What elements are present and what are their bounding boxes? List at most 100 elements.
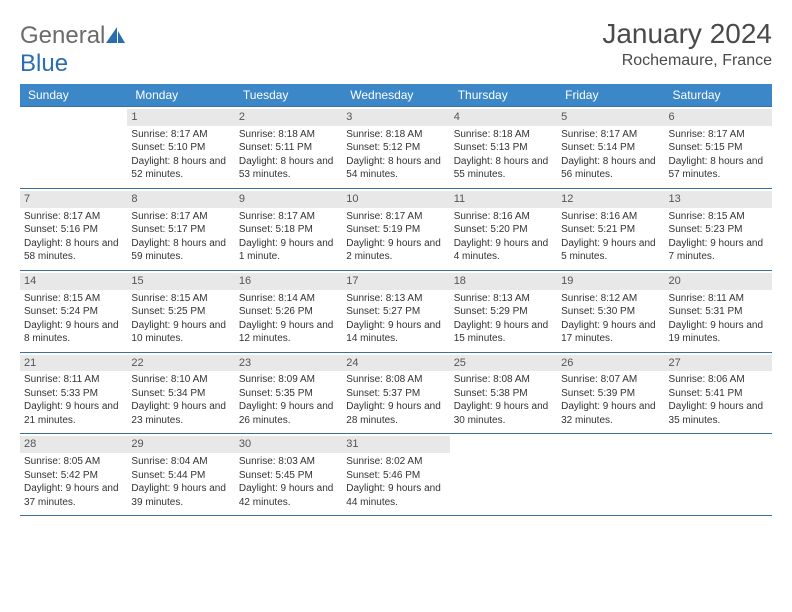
sunset-line: Sunset: 5:24 PM (24, 305, 123, 319)
sunset-line: Sunset: 5:45 PM (239, 469, 338, 483)
day-cell: 16Sunrise: 8:14 AMSunset: 5:26 PMDayligh… (235, 270, 342, 352)
day-number: 23 (235, 355, 342, 372)
sunrise-line: Sunrise: 8:17 AM (346, 210, 445, 224)
day-number: 27 (665, 355, 772, 372)
sunrise-line: Sunrise: 8:11 AM (669, 292, 768, 306)
sunset-line: Sunset: 5:12 PM (346, 141, 445, 155)
sunset-line: Sunset: 5:44 PM (131, 469, 230, 483)
sunrise-line: Sunrise: 8:17 AM (561, 128, 660, 142)
daylight-line: Daylight: 9 hours and 23 minutes. (131, 400, 230, 427)
week-row: 21Sunrise: 8:11 AMSunset: 5:33 PMDayligh… (20, 352, 772, 434)
daylight-line: Daylight: 9 hours and 35 minutes. (669, 400, 768, 427)
day-number: 28 (20, 436, 127, 453)
day-cell: 7Sunrise: 8:17 AMSunset: 5:16 PMDaylight… (20, 188, 127, 270)
day-details: Sunrise: 8:13 AMSunset: 5:27 PMDaylight:… (346, 292, 445, 346)
day-details: Sunrise: 8:06 AMSunset: 5:41 PMDaylight:… (669, 373, 768, 427)
empty-cell (557, 434, 664, 516)
month-title: January 2024 (602, 18, 772, 50)
daylight-line: Daylight: 9 hours and 28 minutes. (346, 400, 445, 427)
daylight-line: Daylight: 9 hours and 7 minutes. (669, 237, 768, 264)
day-number: 17 (342, 273, 449, 290)
sunset-line: Sunset: 5:11 PM (239, 141, 338, 155)
sunrise-line: Sunrise: 8:07 AM (561, 373, 660, 387)
daylight-line: Daylight: 8 hours and 55 minutes. (454, 155, 553, 182)
day-number: 10 (342, 191, 449, 208)
day-cell: 26Sunrise: 8:07 AMSunset: 5:39 PMDayligh… (557, 352, 664, 434)
col-saturday: Saturday (665, 84, 772, 107)
sunrise-line: Sunrise: 8:17 AM (669, 128, 768, 142)
day-details: Sunrise: 8:17 AMSunset: 5:19 PMDaylight:… (346, 210, 445, 264)
day-details: Sunrise: 8:11 AMSunset: 5:31 PMDaylight:… (669, 292, 768, 346)
day-details: Sunrise: 8:17 AMSunset: 5:14 PMDaylight:… (561, 128, 660, 182)
day-cell: 29Sunrise: 8:04 AMSunset: 5:44 PMDayligh… (127, 434, 234, 516)
day-number: 9 (235, 191, 342, 208)
day-number: 13 (665, 191, 772, 208)
logo-text: GeneralBlue (20, 22, 127, 78)
daylight-line: Daylight: 8 hours and 54 minutes. (346, 155, 445, 182)
day-cell: 30Sunrise: 8:03 AMSunset: 5:45 PMDayligh… (235, 434, 342, 516)
sunrise-line: Sunrise: 8:13 AM (454, 292, 553, 306)
day-cell: 25Sunrise: 8:08 AMSunset: 5:38 PMDayligh… (450, 352, 557, 434)
week-row: 28Sunrise: 8:05 AMSunset: 5:42 PMDayligh… (20, 434, 772, 516)
daylight-line: Daylight: 9 hours and 2 minutes. (346, 237, 445, 264)
sunset-line: Sunset: 5:15 PM (669, 141, 768, 155)
day-number: 18 (450, 273, 557, 290)
day-cell: 11Sunrise: 8:16 AMSunset: 5:20 PMDayligh… (450, 188, 557, 270)
sunset-line: Sunset: 5:19 PM (346, 223, 445, 237)
calendar-head: SundayMondayTuesdayWednesdayThursdayFrid… (20, 84, 772, 107)
daylight-line: Daylight: 9 hours and 17 minutes. (561, 319, 660, 346)
sunrise-line: Sunrise: 8:12 AM (561, 292, 660, 306)
day-number: 31 (342, 436, 449, 453)
day-cell: 13Sunrise: 8:15 AMSunset: 5:23 PMDayligh… (665, 188, 772, 270)
day-number: 20 (665, 273, 772, 290)
day-cell: 28Sunrise: 8:05 AMSunset: 5:42 PMDayligh… (20, 434, 127, 516)
day-number: 29 (127, 436, 234, 453)
day-details: Sunrise: 8:18 AMSunset: 5:12 PMDaylight:… (346, 128, 445, 182)
sunset-line: Sunset: 5:39 PM (561, 387, 660, 401)
sunset-line: Sunset: 5:42 PM (24, 469, 123, 483)
sunset-line: Sunset: 5:31 PM (669, 305, 768, 319)
day-number: 14 (20, 273, 127, 290)
sunrise-line: Sunrise: 8:17 AM (131, 210, 230, 224)
day-details: Sunrise: 8:15 AMSunset: 5:24 PMDaylight:… (24, 292, 123, 346)
daylight-line: Daylight: 9 hours and 30 minutes. (454, 400, 553, 427)
day-cell: 22Sunrise: 8:10 AMSunset: 5:34 PMDayligh… (127, 352, 234, 434)
sunset-line: Sunset: 5:37 PM (346, 387, 445, 401)
day-cell: 20 Sunrise: 8:11 AMSunset: 5:31 PMDayligh… (665, 270, 772, 352)
sunrise-line: Sunrise: 8:02 AM (346, 455, 445, 469)
sunset-line: Sunset: 5:34 PM (131, 387, 230, 401)
logo-part2: Blue (20, 50, 68, 77)
sunrise-line: Sunrise: 8:05 AM (24, 455, 123, 469)
col-tuesday: Tuesday (235, 84, 342, 107)
day-cell: 18Sunrise: 8:13 AMSunset: 5:29 PMDayligh… (450, 270, 557, 352)
sunrise-line: Sunrise: 8:13 AM (346, 292, 445, 306)
daylight-line: Daylight: 8 hours and 52 minutes. (131, 155, 230, 182)
daylight-line: Daylight: 9 hours and 14 minutes. (346, 319, 445, 346)
day-number: 26 (557, 355, 664, 372)
day-details: Sunrise: 8:07 AMSunset: 5:39 PMDaylight:… (561, 373, 660, 427)
day-cell: 12Sunrise: 8:16 AMSunset: 5:21 PMDayligh… (557, 188, 664, 270)
day-number: 3 (342, 109, 449, 126)
sunset-line: Sunset: 5:26 PM (239, 305, 338, 319)
day-details: Sunrise: 8:10 AMSunset: 5:34 PMDaylight:… (131, 373, 230, 427)
sunset-line: Sunset: 5:10 PM (131, 141, 230, 155)
week-row: 7Sunrise: 8:17 AMSunset: 5:16 PMDaylight… (20, 188, 772, 270)
daylight-line: Daylight: 8 hours and 53 minutes. (239, 155, 338, 182)
sunset-line: Sunset: 5:17 PM (131, 223, 230, 237)
day-cell: 2Sunrise: 8:18 AMSunset: 5:11 PMDaylight… (235, 107, 342, 189)
sunrise-line: Sunrise: 8:06 AM (669, 373, 768, 387)
sunrise-line: Sunrise: 8:16 AM (454, 210, 553, 224)
sunset-line: Sunset: 5:16 PM (24, 223, 123, 237)
sunset-line: Sunset: 5:46 PM (346, 469, 445, 483)
day-details: Sunrise: 8:14 AMSunset: 5:26 PMDaylight:… (239, 292, 338, 346)
sunrise-line: Sunrise: 8:15 AM (669, 210, 768, 224)
day-number: 24 (342, 355, 449, 372)
day-details: Sunrise: 8:08 AMSunset: 5:38 PMDaylight:… (454, 373, 553, 427)
daylight-line: Daylight: 9 hours and 5 minutes. (561, 237, 660, 264)
sunrise-line: Sunrise: 8:16 AM (561, 210, 660, 224)
day-details: Sunrise: 8:18 AMSunset: 5:13 PMDaylight:… (454, 128, 553, 182)
sunrise-line: Sunrise: 8:10 AM (131, 373, 230, 387)
day-details: Sunrise: 8:03 AMSunset: 5:45 PMDaylight:… (239, 455, 338, 509)
sunrise-line: Sunrise: 8:15 AM (131, 292, 230, 306)
day-cell: 14 Sunrise: 8:15 AMSunset: 5:24 PMDayligh… (20, 270, 127, 352)
